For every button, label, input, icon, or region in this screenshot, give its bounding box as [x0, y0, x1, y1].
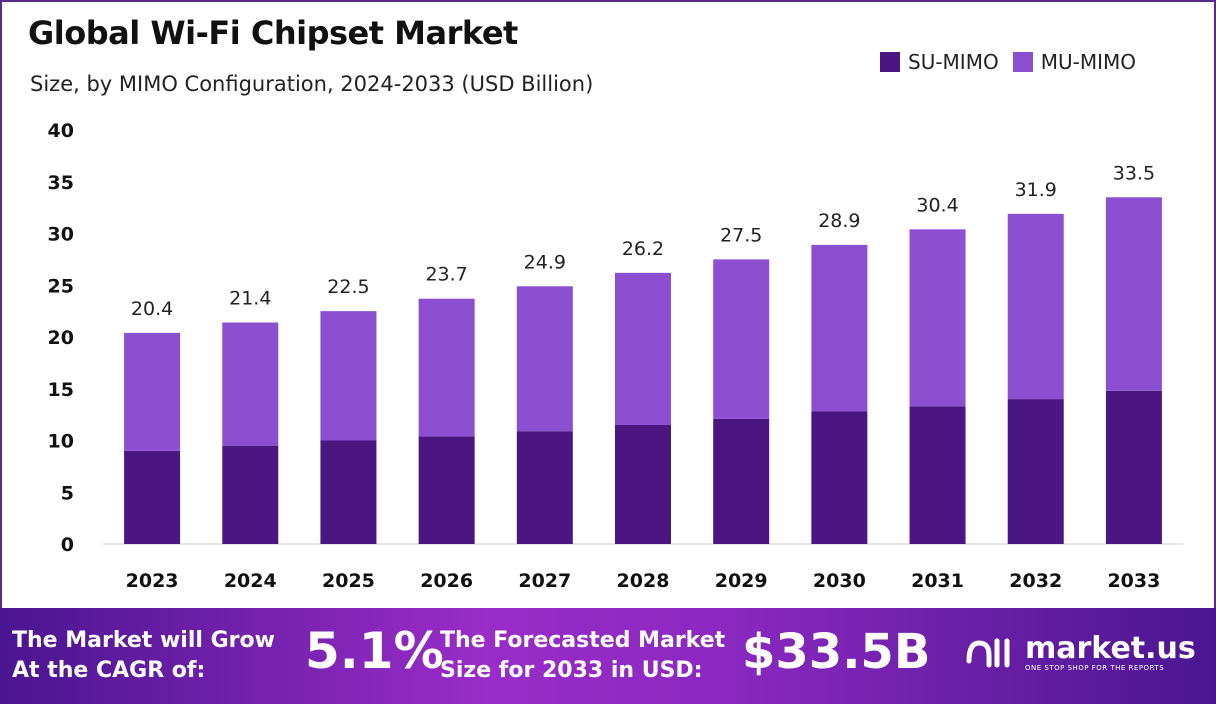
- y-tick-label: 0: [61, 534, 74, 556]
- chart-subtitle: Size, by MIMO Configuration, 2024-2033 (…: [30, 72, 594, 96]
- market-us-logo: market.us ONE STOP SHOP FOR THE REPORTS: [965, 634, 1196, 672]
- x-tick-label: 2026: [420, 570, 473, 592]
- bar-su-mimo-2032: [1007, 399, 1064, 544]
- legend-swatch: [1012, 52, 1033, 72]
- total-label: 24.9: [524, 251, 566, 273]
- bar-su-mimo-2033: [1105, 390, 1162, 544]
- x-tick-label: 2027: [518, 570, 571, 592]
- bar-mu-mimo-2032: [1007, 213, 1064, 400]
- bar-mu-mimo-2027: [516, 286, 573, 432]
- legend-item-su-mimo: SU-MIMO: [880, 50, 999, 74]
- x-tick-label: 2033: [1107, 570, 1160, 592]
- total-label: 31.9: [1015, 179, 1057, 201]
- bar-su-mimo-2023: [124, 450, 181, 544]
- x-tick-label: 2029: [715, 570, 768, 592]
- cagr-label: The Market will Grow At the CAGR of:: [12, 626, 275, 686]
- y-tick-label: 5: [61, 482, 74, 504]
- bar-mu-mimo-2024: [222, 322, 279, 446]
- total-label: 26.2: [622, 238, 664, 260]
- legend-label: SU-MIMO: [908, 50, 999, 74]
- bar-mu-mimo-2025: [320, 311, 377, 441]
- total-label: 33.5: [1113, 162, 1155, 184]
- bar-chart: 051015202530354020.4202321.4202422.52025…: [48, 120, 1183, 592]
- forecast-value: $33.5B: [742, 624, 931, 680]
- y-tick-label: 10: [48, 431, 74, 453]
- bar-mu-mimo-2023: [124, 332, 181, 451]
- x-tick-label: 2028: [617, 570, 670, 592]
- x-tick-label: 2024: [224, 570, 277, 592]
- total-label: 23.7: [425, 264, 467, 286]
- legend: SU-MIMO MU-MIMO: [880, 50, 1136, 74]
- logo-icon: [966, 638, 1010, 668]
- bar-su-mimo-2029: [713, 418, 770, 544]
- legend-item-mu-mimo: MU-MIMO: [1012, 50, 1136, 74]
- bar-su-mimo-2024: [222, 445, 279, 544]
- summary-banner: The Market will Grow At the CAGR of: 5.1%…: [0, 608, 1216, 704]
- bar-su-mimo-2031: [909, 406, 966, 544]
- total-label: 30.4: [916, 194, 958, 216]
- x-tick-label: 2032: [1009, 570, 1062, 592]
- logo-tagline: ONE STOP SHOP FOR THE REPORTS: [1025, 664, 1165, 672]
- cagr-label-line: The Market will Grow: [12, 628, 275, 653]
- cagr-value: 5.1%: [305, 622, 444, 680]
- bar-su-mimo-2028: [615, 424, 671, 544]
- total-label: 27.5: [720, 224, 762, 246]
- y-tick-label: 15: [48, 379, 74, 401]
- legend-swatch: [880, 52, 900, 72]
- bar-mu-mimo-2030: [811, 244, 868, 412]
- y-tick-label: 20: [48, 327, 74, 349]
- legend-label: MU-MIMO: [1040, 50, 1136, 74]
- total-label: 28.9: [818, 210, 860, 232]
- bar-mu-mimo-2029: [713, 259, 770, 419]
- bar-mu-mimo-2028: [615, 272, 671, 425]
- bar-su-mimo-2026: [418, 436, 475, 544]
- bar-su-mimo-2025: [320, 440, 377, 544]
- cagr-label-line: At the CAGR of:: [12, 658, 206, 683]
- bar-mu-mimo-2033: [1105, 197, 1162, 391]
- total-label: 22.5: [327, 276, 369, 298]
- y-tick-label: 40: [48, 120, 74, 142]
- y-tick-label: 30: [48, 224, 74, 246]
- total-label: 20.4: [131, 298, 173, 320]
- y-tick-label: 25: [48, 275, 74, 297]
- x-tick-label: 2025: [322, 570, 375, 592]
- forecast-label-line: The Forecasted Market: [440, 628, 726, 653]
- forecast-label: The Forecasted Market Size for 2033 in US…: [440, 626, 725, 686]
- total-label: 21.4: [229, 288, 271, 310]
- x-tick-label: 2030: [813, 570, 866, 592]
- logo-name: market.us: [1025, 631, 1196, 666]
- bar-mu-mimo-2026: [418, 298, 475, 437]
- bar-su-mimo-2030: [811, 411, 868, 544]
- x-tick-label: 2023: [126, 570, 179, 592]
- bar-su-mimo-2027: [516, 431, 573, 544]
- y-tick-label: 35: [48, 172, 74, 194]
- bar-mu-mimo-2031: [909, 229, 966, 407]
- forecast-label-line: Size for 2033 in USD:: [440, 658, 703, 683]
- x-tick-label: 2031: [911, 570, 964, 592]
- chart-title: Global Wi-Fi Chipset Market: [28, 14, 518, 52]
